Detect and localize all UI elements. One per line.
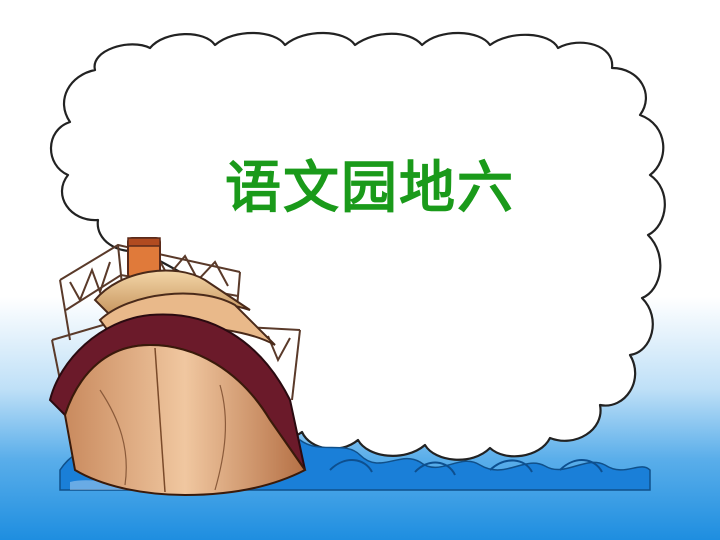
slide-title: 语文园地六	[225, 155, 515, 221]
ship-icon	[48, 237, 307, 497]
